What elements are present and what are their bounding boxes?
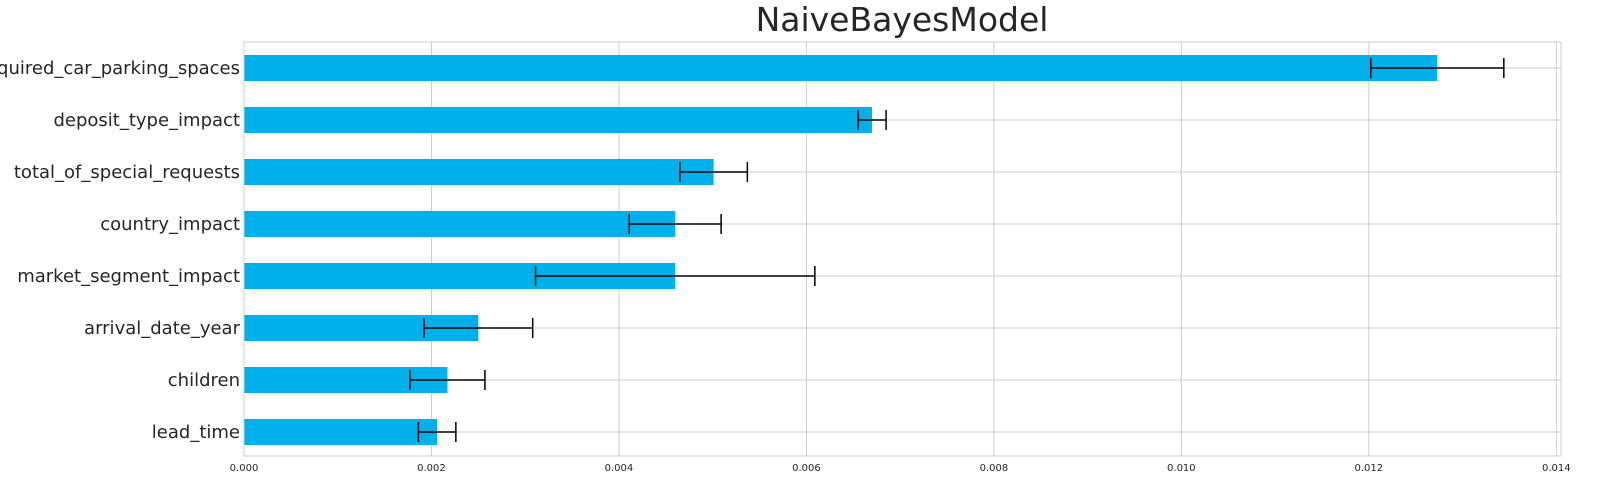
y-tick-label: total_of_special_requests	[14, 162, 240, 183]
y-tick-label: deposit_type_impact	[53, 110, 240, 131]
y-tick-label: lead_time	[152, 422, 240, 443]
x-tick-label: 0.006	[792, 463, 821, 474]
y-tick-label: required_car_parking_spaces	[0, 58, 240, 79]
bar	[244, 211, 676, 237]
errorbar-layer	[409, 58, 1505, 442]
grid-layer	[243, 42, 1561, 456]
bar-layer	[244, 55, 1438, 445]
x-tick-label: 0.002	[417, 463, 446, 474]
x-tick-label: 0.012	[1355, 463, 1384, 474]
y-tick-labels: required_car_parking_spaces deposit_type_…	[0, 58, 241, 443]
y-tick-label: market_segment_impact	[17, 266, 240, 287]
bar	[244, 107, 873, 133]
x-tick-label: 0.004	[605, 463, 634, 474]
y-tick-label: arrival_date_year	[84, 318, 241, 339]
chart-title: NaiveBayesModel	[756, 0, 1049, 39]
bar	[244, 55, 1438, 81]
plot-frame	[243, 41, 1562, 457]
x-tick-labels: 0.000 0.002 0.004 0.006 0.008 0.010 0.012 0.014	[230, 463, 1571, 474]
y-tick-label: country_impact	[100, 214, 240, 235]
bar	[244, 419, 438, 445]
x-tick-label: 0.008	[980, 463, 1009, 474]
x-tick-label: 0.010	[1167, 463, 1196, 474]
bar	[244, 159, 714, 185]
x-tick-label: 0.000	[230, 463, 259, 474]
x-tick-label: 0.014	[1542, 463, 1571, 474]
y-tick-label: children	[168, 370, 240, 391]
